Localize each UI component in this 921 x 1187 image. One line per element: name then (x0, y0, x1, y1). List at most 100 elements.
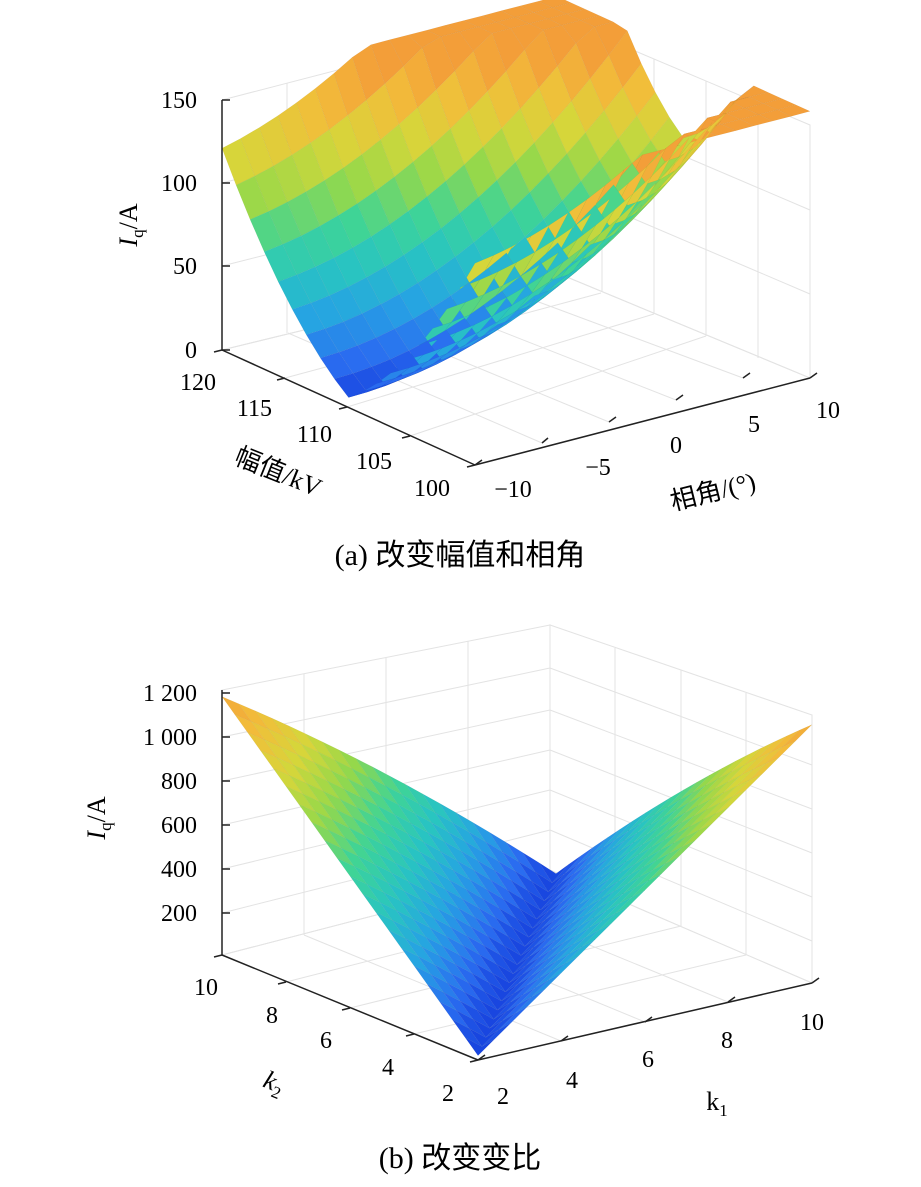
surface-patch-a (505, 49, 540, 110)
surface-patch-a (463, 15, 498, 28)
surface-patch-a (403, 241, 437, 284)
surface-patch-b (488, 982, 519, 1002)
surface-patch-a (566, 132, 600, 182)
surface-patch-a (277, 102, 311, 156)
x-tick-label: 8 (721, 1028, 733, 1054)
surface-patch-b (519, 908, 550, 929)
chart-a-y-tick-labels: 100 105 110 115 120 (180, 370, 450, 502)
chart-b-x-axis-label: k1 (706, 1087, 728, 1120)
y-tick-label: 10 (194, 975, 218, 1001)
surface-patch-a (487, 70, 521, 129)
surface-patch-b (527, 890, 558, 911)
surface-patch-a (547, 13, 582, 26)
surface-patch-a (617, 115, 652, 164)
x-tick-label: −5 (585, 455, 611, 481)
surface-patch-a (310, 129, 344, 181)
y-tick-label: 8 (266, 1003, 278, 1029)
surface-patch-a (589, 54, 623, 112)
surface-patch-a (417, 269, 452, 309)
chart-a-z-tick-labels: 0 50 100 150 (161, 88, 197, 364)
x-tick-label: 10 (816, 398, 840, 424)
surface-patch-a (757, 109, 793, 122)
y-tick-label: 110 (297, 422, 332, 448)
y-tick-label: 105 (356, 449, 392, 475)
surface-patch-a (385, 372, 419, 386)
surface-patch-b (531, 881, 562, 902)
surface-patch-a (538, 65, 572, 123)
surface-patch-a (571, 78, 605, 134)
surface-patch-b (496, 963, 527, 984)
x-tick-label: 0 (670, 433, 682, 459)
surface-patch-a (305, 328, 340, 359)
surface-patch-a (533, 122, 568, 174)
surface-patch-a (375, 176, 409, 225)
z-tick-label: 0 (185, 338, 197, 364)
y-tick-label: 6 (320, 1028, 332, 1054)
chart-b-caption: (b) 改变变比 (379, 1142, 541, 1175)
x-tick-label: 4 (566, 1068, 578, 1094)
surface-patch-a (529, 172, 563, 220)
x-tick-label: −10 (494, 477, 532, 503)
surface-patch-a (464, 146, 498, 198)
z-tick-label: 150 (161, 88, 197, 114)
chart-b-z-tick-labels: 200 400 600 800 1 000 1 200 (143, 681, 197, 927)
surface-patch-a (743, 103, 779, 115)
surface-patch-b (500, 954, 530, 975)
surface-patch-a (510, 23, 544, 51)
surface-patch-b (480, 1000, 511, 1020)
x-tick-label: 2 (497, 1084, 509, 1110)
surface-patch-b (476, 1009, 507, 1029)
surface-patch-a (389, 34, 423, 67)
surface-patch-b (468, 1028, 499, 1047)
x-tick-label: 5 (748, 412, 760, 438)
chart-b-y-axis-label: k2 (258, 1065, 289, 1103)
surface-patch-a (394, 161, 428, 212)
surface-b (221, 696, 813, 1056)
z-tick-label: 800 (161, 769, 197, 795)
surface-patch-a (384, 65, 418, 125)
chart-a: 0 50 100 150 100 105 110 115 120 −10 −5 … (114, 0, 840, 572)
surface-patch-a (348, 386, 382, 398)
surface-patch-a (495, 16, 531, 29)
z-tick-label: 200 (161, 901, 197, 927)
surface-patch-b (511, 927, 542, 947)
surface-patch-b (503, 945, 534, 965)
surface-patch-b (464, 1037, 495, 1056)
surface-patch-a (235, 175, 270, 220)
surface-patch-a (725, 107, 760, 120)
surface-patch-b (484, 991, 515, 1011)
z-tick-label: 600 (161, 813, 197, 839)
surface-a (221, 0, 811, 398)
surface-patch-a (277, 274, 312, 310)
surface-patch-a (286, 191, 321, 237)
surface-patch-a (324, 321, 358, 353)
surface-patch-a (444, 20, 479, 32)
surface-patch-b (472, 1018, 503, 1038)
surface-patch-a (296, 88, 330, 144)
chart-a-z-axis-label: Iq/A (114, 203, 147, 247)
surface-patch-a (608, 30, 642, 89)
chart-b-z-axis-label: Iq/A (82, 796, 115, 840)
surface-patch-b (539, 862, 569, 884)
x-tick-label: 10 (800, 1010, 824, 1036)
surface-patch-a (501, 108, 535, 163)
surface-patch-a (291, 302, 326, 336)
surface-patch-a (748, 91, 783, 104)
surface-patch-a (384, 254, 419, 295)
surface-patch-a (537, 0, 572, 8)
surface-patch-a (296, 266, 330, 304)
surface-patch-a (492, 209, 526, 254)
surface-patch-a (477, 21, 512, 34)
chart-a-x-axis-label: 相角/(°) (667, 467, 758, 516)
x-tick-label: 6 (642, 1047, 654, 1073)
y-tick-label: 2 (442, 1081, 454, 1107)
surface-patch-a (551, 2, 586, 15)
chart-a-ticks (213, 99, 818, 468)
surface-patch-a (739, 114, 774, 127)
surface-patch-b (515, 917, 546, 938)
y-tick-label: 4 (382, 1055, 394, 1081)
y-tick-label: 100 (414, 476, 450, 502)
chart-a-y-axis-label: 幅值/kV (231, 442, 326, 503)
chart-a-caption: (a) 改变幅值和相角 (335, 539, 586, 572)
y-tick-label: 120 (180, 370, 216, 396)
